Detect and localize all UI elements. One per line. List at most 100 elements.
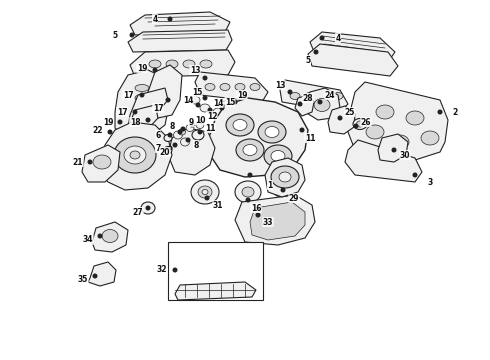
Ellipse shape xyxy=(130,151,140,159)
Circle shape xyxy=(173,268,177,272)
Polygon shape xyxy=(130,12,230,35)
Text: 34: 34 xyxy=(83,235,93,244)
Polygon shape xyxy=(175,282,256,300)
Circle shape xyxy=(118,120,122,124)
Circle shape xyxy=(256,213,260,217)
Polygon shape xyxy=(235,195,315,245)
Polygon shape xyxy=(92,222,128,252)
Polygon shape xyxy=(128,105,158,135)
Circle shape xyxy=(98,234,102,238)
Polygon shape xyxy=(195,72,268,102)
Text: 11: 11 xyxy=(305,134,315,143)
Circle shape xyxy=(338,116,342,120)
Ellipse shape xyxy=(135,114,149,122)
Ellipse shape xyxy=(164,147,172,153)
Ellipse shape xyxy=(102,230,118,243)
Polygon shape xyxy=(310,32,395,62)
Ellipse shape xyxy=(235,181,261,203)
Text: 7: 7 xyxy=(155,144,161,153)
Circle shape xyxy=(233,100,237,104)
Ellipse shape xyxy=(271,150,285,162)
Polygon shape xyxy=(348,82,448,160)
Circle shape xyxy=(314,50,318,54)
Polygon shape xyxy=(308,44,398,76)
Polygon shape xyxy=(115,70,170,140)
Ellipse shape xyxy=(200,60,212,68)
Ellipse shape xyxy=(271,166,299,188)
Ellipse shape xyxy=(135,85,149,91)
Ellipse shape xyxy=(114,137,156,173)
Text: 13: 13 xyxy=(190,66,200,75)
Text: 15: 15 xyxy=(192,87,202,96)
Text: 19: 19 xyxy=(137,63,147,72)
Polygon shape xyxy=(328,106,355,134)
Ellipse shape xyxy=(333,93,343,99)
Polygon shape xyxy=(345,140,422,182)
Ellipse shape xyxy=(191,180,219,204)
Circle shape xyxy=(208,108,212,112)
Ellipse shape xyxy=(202,189,208,194)
Circle shape xyxy=(181,127,185,131)
Ellipse shape xyxy=(220,84,230,90)
Circle shape xyxy=(246,198,250,202)
Circle shape xyxy=(354,124,358,128)
Ellipse shape xyxy=(205,84,215,90)
Circle shape xyxy=(146,206,150,210)
Ellipse shape xyxy=(180,138,190,146)
Text: 17: 17 xyxy=(122,90,133,99)
Polygon shape xyxy=(148,65,182,118)
Ellipse shape xyxy=(149,60,161,68)
Text: 20: 20 xyxy=(160,148,170,157)
Polygon shape xyxy=(82,145,120,182)
Circle shape xyxy=(146,118,150,122)
Ellipse shape xyxy=(243,144,257,156)
Bar xyxy=(168,242,263,300)
Ellipse shape xyxy=(250,84,260,90)
Ellipse shape xyxy=(190,96,200,104)
Circle shape xyxy=(413,173,417,177)
Circle shape xyxy=(168,133,172,137)
Ellipse shape xyxy=(173,131,182,139)
Circle shape xyxy=(298,102,302,106)
Circle shape xyxy=(108,130,112,134)
Text: 2: 2 xyxy=(452,108,458,117)
Text: 10: 10 xyxy=(195,116,205,125)
Polygon shape xyxy=(128,88,168,128)
Circle shape xyxy=(438,110,442,114)
Circle shape xyxy=(248,173,252,177)
Ellipse shape xyxy=(226,114,254,136)
Circle shape xyxy=(190,123,194,127)
Circle shape xyxy=(320,36,324,40)
Ellipse shape xyxy=(264,145,292,167)
Text: 1: 1 xyxy=(268,180,272,189)
Text: 16: 16 xyxy=(251,203,261,212)
Circle shape xyxy=(220,106,224,110)
Polygon shape xyxy=(128,30,232,52)
Text: 35: 35 xyxy=(78,275,88,284)
Circle shape xyxy=(200,120,204,124)
Text: 8: 8 xyxy=(170,122,175,131)
Ellipse shape xyxy=(166,60,178,68)
Polygon shape xyxy=(100,122,172,190)
Circle shape xyxy=(186,138,190,142)
Ellipse shape xyxy=(183,60,195,68)
Ellipse shape xyxy=(135,94,149,102)
Polygon shape xyxy=(305,88,340,120)
Text: 19: 19 xyxy=(237,90,247,99)
Polygon shape xyxy=(280,80,348,112)
Text: 17: 17 xyxy=(153,104,163,112)
Circle shape xyxy=(130,33,134,37)
Text: 4: 4 xyxy=(335,33,341,42)
Ellipse shape xyxy=(196,122,204,129)
Circle shape xyxy=(173,143,177,147)
Ellipse shape xyxy=(290,93,300,99)
Ellipse shape xyxy=(213,108,223,116)
Text: 13: 13 xyxy=(275,81,285,90)
Text: 29: 29 xyxy=(289,194,299,202)
Text: 18: 18 xyxy=(130,117,140,126)
Polygon shape xyxy=(130,50,235,77)
Ellipse shape xyxy=(406,111,424,125)
Ellipse shape xyxy=(366,125,384,139)
Circle shape xyxy=(205,196,209,200)
Ellipse shape xyxy=(178,129,186,135)
